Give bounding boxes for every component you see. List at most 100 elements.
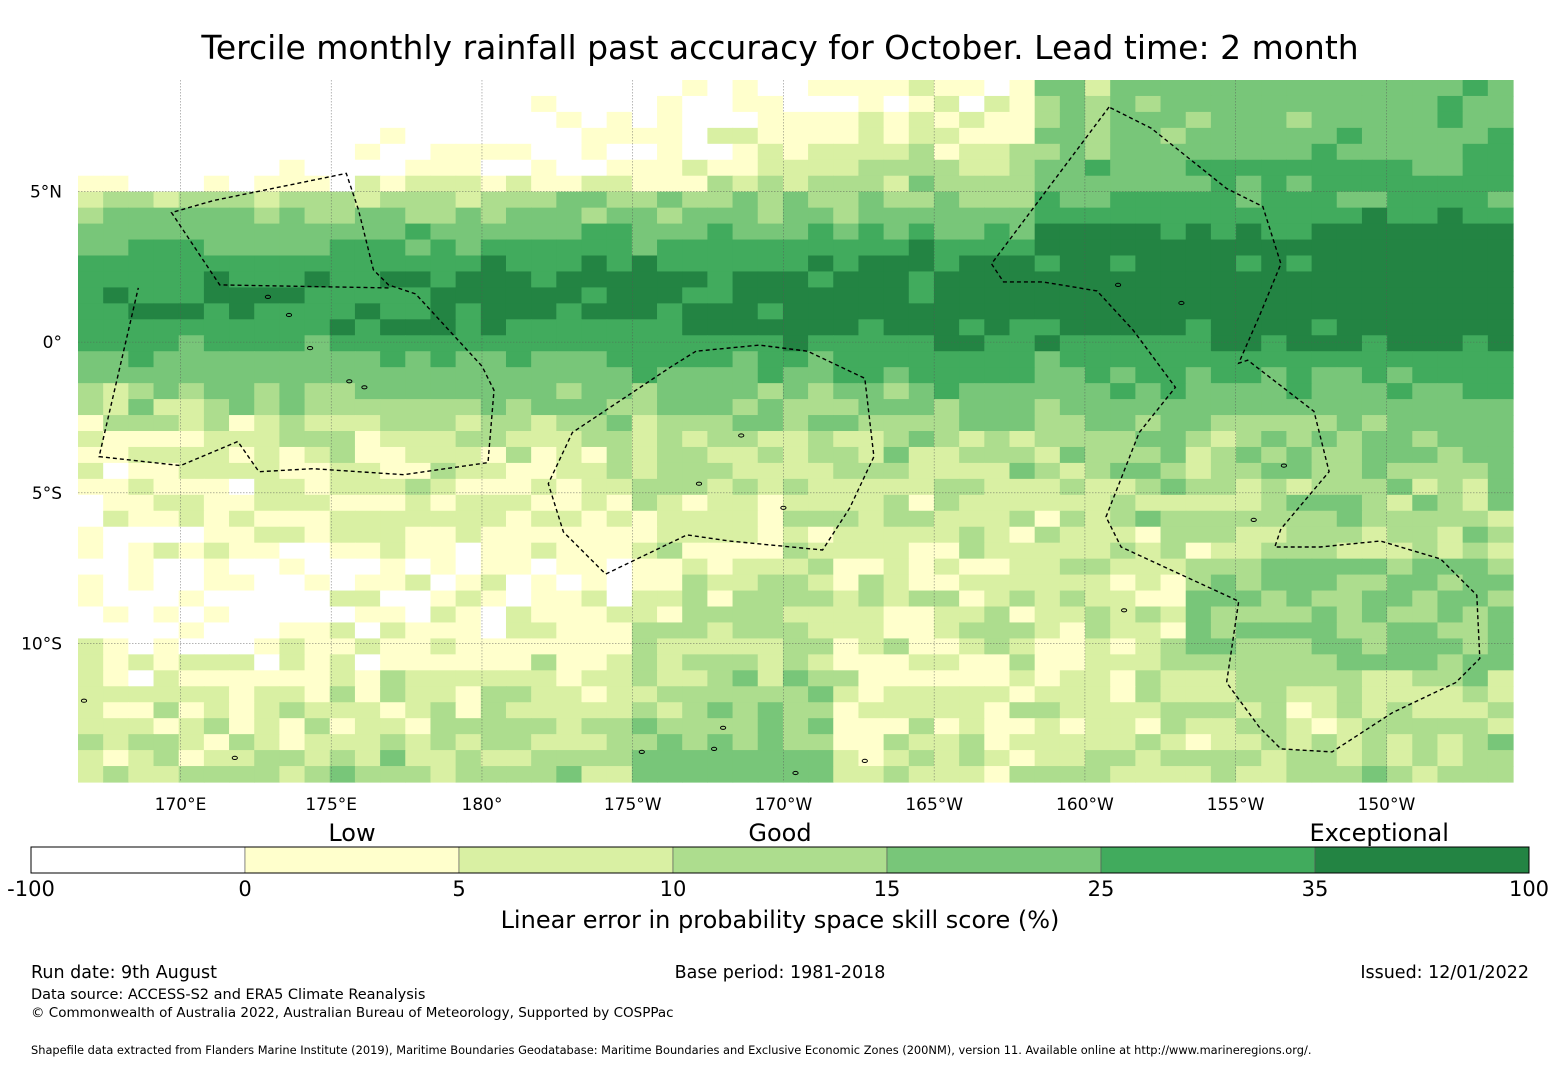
grid-cell bbox=[1059, 303, 1086, 320]
grid-cell bbox=[1462, 510, 1489, 528]
grid-cell bbox=[1462, 431, 1489, 448]
grid-cell bbox=[883, 271, 910, 288]
grid-cell bbox=[556, 111, 583, 129]
grid-cell bbox=[405, 111, 432, 129]
grid-cell bbox=[984, 399, 1011, 416]
grid-cell bbox=[1462, 191, 1489, 209]
grid-cell bbox=[833, 542, 860, 560]
grid-cell bbox=[1059, 638, 1086, 655]
grid-cell bbox=[1185, 335, 1212, 352]
grid-cell bbox=[279, 303, 306, 320]
grid-cell bbox=[1487, 718, 1514, 735]
grid-cell bbox=[1487, 367, 1514, 384]
grid-cell bbox=[430, 606, 457, 624]
grid-cell bbox=[178, 510, 205, 528]
grid-cell bbox=[1487, 223, 1514, 241]
grid-cell bbox=[254, 431, 281, 448]
grid-cell bbox=[505, 431, 532, 448]
grid-cell bbox=[984, 462, 1011, 480]
grid-cell bbox=[606, 590, 633, 608]
grid-cell bbox=[1336, 526, 1363, 544]
grid-cell bbox=[556, 462, 583, 480]
grid-cell bbox=[1085, 239, 1111, 257]
grid-cell bbox=[1009, 383, 1036, 400]
grid-cell bbox=[1185, 558, 1212, 576]
grid-cell bbox=[1110, 638, 1136, 655]
grid-cell bbox=[128, 367, 155, 384]
grid-cell bbox=[1210, 638, 1237, 655]
grid-cell bbox=[707, 494, 734, 512]
grid-cell bbox=[657, 558, 683, 576]
grid-cell bbox=[329, 558, 356, 576]
grid-cell bbox=[858, 367, 885, 384]
colorbar-tick-label: 5 bbox=[452, 877, 465, 901]
grid-cell bbox=[1059, 207, 1086, 225]
grid-cell bbox=[178, 686, 205, 703]
grid-cell bbox=[782, 207, 809, 225]
grid-cell bbox=[380, 431, 406, 448]
island-coastline bbox=[231, 755, 238, 761]
grid-cell bbox=[430, 750, 457, 767]
grid-cell bbox=[833, 95, 860, 113]
grid-cell bbox=[707, 431, 734, 448]
chart-title: Tercile monthly rainfall past accuracy f… bbox=[201, 28, 1359, 67]
grid-cell bbox=[128, 191, 155, 209]
grid-cell bbox=[254, 239, 281, 257]
grid-cell bbox=[455, 367, 482, 384]
grid-cell bbox=[1336, 175, 1363, 193]
grid-cell bbox=[1462, 622, 1489, 639]
grid-cell bbox=[480, 175, 507, 193]
grid-cell bbox=[782, 606, 809, 624]
grid-cell bbox=[581, 80, 608, 97]
grid-cell bbox=[1261, 750, 1288, 767]
grid-cell bbox=[1387, 766, 1413, 783]
grid-cell bbox=[1311, 734, 1338, 751]
grid-cell bbox=[1412, 590, 1439, 608]
grid-cell bbox=[606, 766, 633, 783]
grid-cell bbox=[858, 734, 885, 751]
grid-cell bbox=[631, 431, 658, 448]
grid-cell bbox=[178, 127, 205, 145]
grid-cell bbox=[808, 654, 834, 671]
grid-cell bbox=[1311, 223, 1338, 241]
grid-cell bbox=[908, 558, 935, 576]
grid-cell bbox=[984, 431, 1011, 448]
grid-cell bbox=[1336, 191, 1363, 209]
grid-cell bbox=[203, 590, 230, 608]
grid-cell bbox=[430, 367, 457, 384]
grid-cell bbox=[1336, 239, 1363, 257]
grid-cell bbox=[606, 734, 633, 751]
grid-cell bbox=[682, 415, 708, 432]
grid-cell bbox=[581, 590, 608, 608]
grid-cell bbox=[153, 383, 180, 400]
grid-cell bbox=[1336, 718, 1363, 735]
grid-cell bbox=[782, 415, 809, 432]
grid-cell bbox=[606, 175, 633, 193]
grid-cell bbox=[984, 255, 1011, 273]
grid-cell bbox=[1261, 686, 1288, 703]
grid-cell bbox=[908, 175, 935, 193]
grid-cell bbox=[959, 750, 985, 767]
grid-cell bbox=[556, 702, 583, 719]
grid-cell bbox=[808, 431, 834, 448]
grid-cell bbox=[78, 303, 104, 320]
grid-cell bbox=[203, 111, 230, 129]
grid-cell bbox=[480, 766, 507, 783]
grid-cell bbox=[682, 750, 708, 767]
grid-cell bbox=[1160, 446, 1187, 464]
grid-cell bbox=[1185, 766, 1212, 783]
grid-cell bbox=[757, 622, 784, 639]
grid-cell bbox=[1185, 143, 1212, 161]
grid-cell bbox=[883, 654, 910, 671]
grid-cell bbox=[657, 399, 683, 416]
grid-cell bbox=[1009, 702, 1036, 719]
grid-cell bbox=[1487, 287, 1514, 304]
grid-cell bbox=[984, 143, 1011, 161]
grid-cell bbox=[380, 303, 406, 320]
grid-cell bbox=[858, 718, 885, 735]
grid-cell bbox=[1487, 319, 1514, 336]
grid-cell bbox=[1185, 239, 1212, 257]
grid-cell bbox=[329, 287, 356, 304]
grid-cell bbox=[1210, 718, 1237, 735]
grid-cell bbox=[304, 510, 331, 528]
